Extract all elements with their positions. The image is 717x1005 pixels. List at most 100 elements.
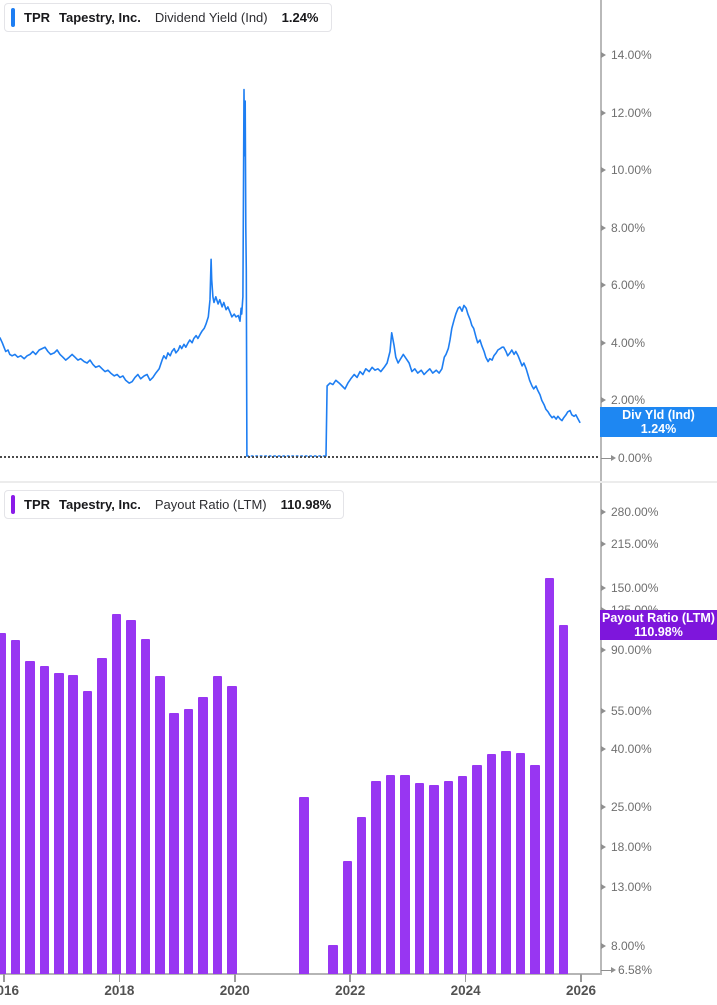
y-axis-tick-label: 40.00%: [611, 742, 652, 757]
payout-ratio-bar: [183, 709, 194, 974]
payout-ratio-bar: [25, 661, 35, 974]
series-color-bar-purple: [11, 495, 15, 514]
payout-ratio-bar: [400, 775, 410, 974]
payout-ratio-y-axis[interactable]: 280.00%215.00%150.00%125.00%90.00%55.00%…: [599, 484, 717, 977]
x-axis-tick-label: 2026: [565, 983, 597, 998]
payout-ratio-bar: [212, 676, 223, 974]
y-axis-tick: [601, 943, 606, 950]
bottom-y-axis-line: [600, 483, 602, 974]
y-axis-tick: [601, 109, 606, 116]
y-axis-tick-label: 280.00%: [611, 504, 659, 519]
payout-ratio-bar: [443, 781, 454, 974]
payout-ratio-bar: [0, 632, 6, 974]
payout-ratio-bar: [140, 639, 151, 974]
x-axis-tick-label: 2022: [335, 983, 366, 998]
x-axis-tick: [3, 974, 5, 982]
payout-ratio-plot-area[interactable]: [0, 0, 601, 1005]
legend-dividend-yield[interactable]: TPR Tapestry, Inc. Dividend Yield (Ind) …: [4, 3, 332, 32]
payout-ratio-bar: [501, 751, 511, 974]
payout-ratio-bar: [111, 613, 122, 974]
y-axis-tick-label: 215.00%: [611, 536, 659, 551]
legend-payout-ratio[interactable]: TPR Tapestry, Inc. Payout Ratio (LTM) 11…: [4, 490, 345, 519]
y-axis-tick-label: 8.00%: [611, 220, 646, 235]
x-axis-baseline: [0, 973, 602, 975]
y-axis-tick: [601, 843, 606, 850]
y-axis-tick: [601, 339, 606, 346]
y-axis-tick: [601, 647, 606, 654]
y-axis-tick: [601, 167, 606, 174]
x-axis-tick-label: 2020: [219, 983, 250, 998]
y-axis-tick-arrow: [601, 969, 612, 971]
badge-title: Payout Ratio (LTM): [602, 610, 715, 625]
y-axis-tick-label: 55.00%: [611, 703, 652, 718]
x-axis-tick: [234, 974, 236, 982]
payout-ratio-bar: [169, 713, 179, 974]
y-axis-tick: [601, 224, 606, 231]
y-axis-tick-label: 12.00%: [611, 105, 652, 120]
payout-ratio-bar: [515, 752, 526, 974]
y-axis-tick-label: 10.00%: [611, 163, 652, 178]
x-axis[interactable]: 2016 2018 2020 2022 2024 2026: [0, 974, 717, 1005]
y-axis-tick: [601, 51, 606, 58]
y-axis-tick-label: 18.00%: [611, 839, 652, 854]
payout-ratio-bar: [97, 657, 107, 974]
y-axis-tick: [601, 883, 606, 890]
payout-ratio-bar: [371, 781, 381, 974]
y-axis-tick-label: 90.00%: [611, 643, 652, 658]
dividend-yield-y-axis[interactable]: 14.00% 12.00% 10.00% 8.00% 6.00% 4.00% 2.00% 0.…: [599, 0, 717, 482]
y-axis-tick-label: 8.00%: [611, 939, 646, 954]
payout-ratio-bar: [155, 676, 165, 974]
y-axis-tick: [601, 508, 606, 515]
y-axis-tick-label: 0.00%: [618, 451, 653, 465]
y-axis-tick-label: 25.00%: [611, 799, 652, 814]
payout-ratio-bar: [356, 817, 367, 974]
metric-label: Payout Ratio (LTM): [154, 497, 267, 512]
payout-ratio-bar: [472, 765, 482, 974]
payout-ratio-bar: [342, 860, 353, 974]
x-axis-tick-label: 2018: [104, 983, 135, 998]
y-axis-tick: [601, 282, 606, 289]
x-axis-tick: [118, 974, 121, 982]
payout-ratio-bar: [486, 753, 497, 974]
y-axis-tick: [601, 746, 606, 753]
company-label: Tapestry, Inc.: [59, 497, 141, 512]
payout-ratio-bar: [126, 619, 136, 974]
y-axis-tick-label: 6.58%: [618, 962, 653, 977]
x-axis-tick: [464, 974, 467, 982]
payout-ratio-bar: [328, 944, 338, 974]
ticker-label: TPR: [24, 497, 50, 512]
y-axis-tick-arrow: [601, 458, 612, 459]
series-color-bar-blue: [11, 8, 15, 27]
top-y-axis-line: [600, 0, 602, 481]
payout-ratio-bar: [227, 685, 237, 974]
y-axis-tick-label: 13.00%: [611, 879, 652, 894]
payout-ratio-bar: [10, 639, 21, 974]
current-value-badge-payout-ratio: Payout Ratio (LTM) 110.98%: [600, 609, 717, 640]
company-label: Tapestry, Inc.: [59, 10, 141, 25]
metric-label: Dividend Yield (Ind): [154, 10, 268, 25]
y-axis-tick: [601, 584, 606, 591]
payout-ratio-bar: [54, 673, 64, 974]
y-axis-tick-label: 4.00%: [611, 335, 646, 350]
y-axis-tick-label: 150.00%: [611, 580, 659, 595]
payout-ratio-bar: [198, 697, 208, 974]
y-axis-tick: [611, 966, 616, 973]
badge-value: 1.24%: [640, 422, 677, 437]
y-axis-tick: [601, 803, 606, 810]
dividend-yield-line: [325, 304, 581, 457]
payout-ratio-bar: [429, 784, 439, 974]
y-axis-tick-label: 14.00%: [611, 47, 652, 62]
x-axis-tick-label: 2024: [450, 983, 481, 998]
current-value-badge-div-yield: Div Yld (Ind) 1.24%: [600, 407, 717, 438]
metric-value: 110.98%: [280, 497, 332, 512]
panel-separator: [0, 481, 717, 483]
x-axis-tick: [580, 974, 582, 982]
payout-ratio-bar: [82, 691, 93, 974]
ticker-label: TPR: [24, 10, 50, 25]
zero-gridline: [0, 455, 598, 458]
y-axis-tick: [601, 707, 606, 714]
payout-ratio-bar: [544, 577, 555, 974]
payout-ratio-bar: [558, 624, 569, 974]
x-axis-tick-label: 2016: [0, 983, 20, 998]
